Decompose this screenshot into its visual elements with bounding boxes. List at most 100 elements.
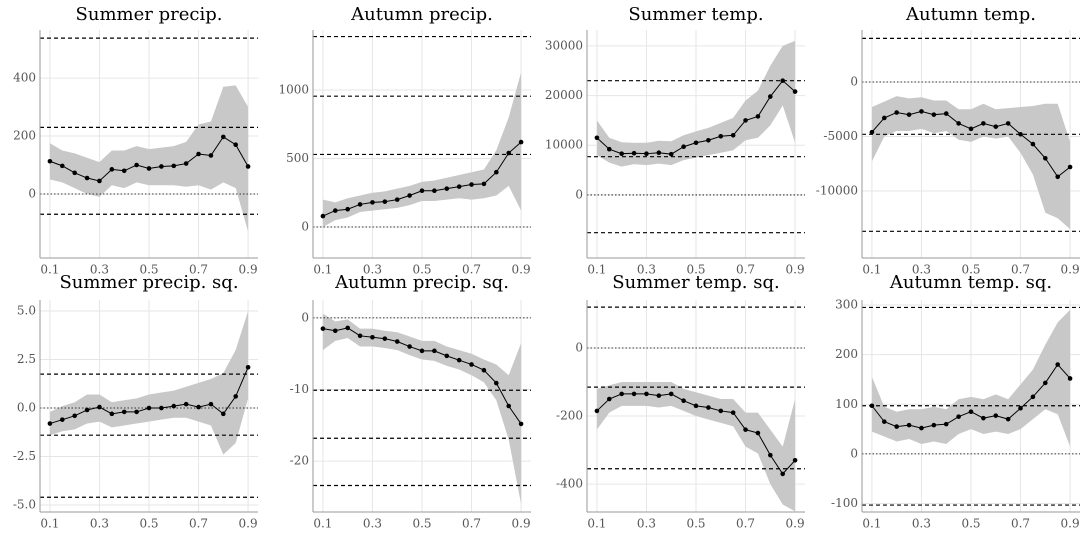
estimate-point [755, 430, 761, 436]
estimate-point [1005, 416, 1011, 422]
estimate-point [606, 146, 612, 152]
x-tick-label: 0.3 [912, 263, 931, 277]
x-tick-label: 0.5 [686, 517, 705, 531]
y-tick-label: -2.5 [13, 449, 36, 463]
x-tick-label: 0.1 [862, 263, 881, 277]
estimate-point [221, 411, 226, 417]
estimate-point [606, 396, 612, 402]
estimate-point [1067, 376, 1073, 381]
y-tick-label: 0.0 [17, 401, 36, 415]
y-tick-label: 400 [13, 71, 36, 85]
estimate-point [1005, 121, 1011, 126]
x-tick-label: 0.5 [412, 517, 431, 531]
estimate-point [869, 129, 875, 135]
estimate-point [84, 175, 90, 181]
estimate-point [432, 188, 437, 194]
panel-title: Autumn temp. [905, 4, 1036, 25]
confidence-band [322, 313, 522, 505]
estimate-point [382, 199, 388, 204]
panel-title: Summer temp. sq. [612, 272, 779, 293]
y-tick-label: -400 [556, 477, 583, 491]
estimate-point [644, 151, 649, 156]
estimate-point [407, 193, 412, 198]
estimate-point [968, 409, 974, 415]
estimate-point [706, 137, 711, 143]
estimate-point [345, 325, 350, 331]
x-tick-label: 0.1 [313, 263, 332, 277]
estimate-point [619, 391, 624, 397]
estimate-point [1055, 174, 1061, 180]
estimate-point [183, 401, 189, 407]
estimate-point [121, 168, 127, 174]
estimate-point [171, 403, 177, 409]
estimate-point [481, 367, 487, 373]
x-tick-label: 0.3 [90, 517, 109, 531]
estimate-point [345, 206, 350, 212]
estimate-point [668, 151, 674, 157]
estimate-point [494, 169, 499, 175]
estimate-point [456, 184, 462, 189]
estimate-point [1030, 394, 1036, 400]
estimate-point [656, 393, 662, 398]
panel: Autumn precip. 0.1 0.3 0.5 0.7 0.9 0 500 1000 [278, 4, 531, 277]
estimate-point [47, 158, 53, 164]
y-tick-label: -10000 [816, 183, 858, 197]
estimate-point [894, 110, 899, 115]
estimate-point [956, 414, 961, 419]
confidence-band [871, 96, 1071, 230]
panel-title: Summer precip. sq. [59, 272, 238, 293]
estimate-point [109, 411, 115, 417]
estimate-point [1055, 362, 1061, 367]
estimate-point [755, 114, 761, 119]
estimate-point [332, 208, 338, 213]
estimate-point [931, 422, 937, 428]
estimate-point [370, 200, 375, 205]
y-tick-label: -5000 [823, 129, 858, 143]
estimate-point [956, 121, 961, 126]
y-tick-label: 0 [850, 446, 858, 460]
estimate-point [681, 144, 686, 150]
estimate-point [196, 404, 201, 410]
estimate-point [656, 150, 662, 155]
estimate-point [59, 417, 65, 422]
estimate-point [906, 112, 912, 117]
x-tick-label: 0.1 [313, 517, 332, 531]
estimate-point [456, 357, 462, 363]
estimate-point [993, 124, 999, 129]
x-tick-label: 0.5 [961, 517, 980, 531]
estimate-point [419, 348, 425, 354]
estimate-point [357, 202, 363, 207]
y-tick-label: -100 [831, 496, 858, 510]
estimate-point [594, 408, 600, 414]
estimate-point [768, 452, 773, 458]
estimate-point [869, 403, 875, 409]
panel-title: Autumn precip. [350, 4, 493, 25]
estimate-point [780, 471, 786, 477]
estimate-point [730, 410, 736, 415]
estimate-point [72, 170, 77, 176]
estimate-point [320, 326, 326, 331]
y-tick-label: -20 [290, 454, 309, 468]
estimate-point [134, 409, 139, 415]
estimate-point [881, 419, 887, 424]
estimate-point [481, 181, 487, 187]
estimate-point [357, 333, 363, 339]
x-tick-label: 0.7 [462, 263, 481, 277]
x-tick-label: 0.5 [686, 263, 705, 277]
y-tick-label: 20000 [545, 88, 583, 102]
y-tick-label: 5.0 [17, 304, 36, 318]
estimate-point [146, 166, 152, 171]
y-tick-label: -200 [556, 409, 583, 423]
x-tick-label: 0.5 [139, 263, 158, 277]
estimate-point [506, 403, 512, 409]
x-tick-label: 0.9 [786, 517, 805, 531]
estimate-point [469, 182, 474, 187]
estimate-point [668, 391, 674, 397]
estimate-point [394, 197, 400, 202]
y-tick-label: 200 [835, 347, 858, 361]
estimate-point [506, 150, 512, 156]
estimate-point [233, 142, 239, 148]
x-tick-label: 0.3 [637, 517, 656, 531]
x-tick-label: 0.7 [1011, 517, 1030, 531]
estimate-point [681, 398, 686, 404]
